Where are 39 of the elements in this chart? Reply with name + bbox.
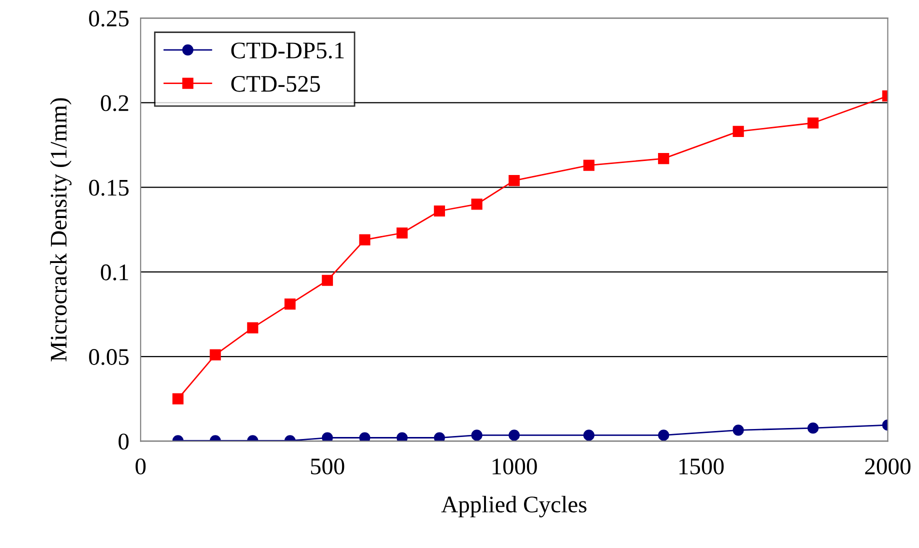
- point: [732, 424, 744, 436]
- point: [583, 430, 594, 441]
- point: [508, 174, 520, 186]
- point: [434, 205, 446, 217]
- point: [508, 430, 520, 441]
- point: [172, 393, 184, 404]
- y-tick-label: 0.1: [100, 264, 128, 280]
- x-tick-label: 1000: [492, 458, 537, 474]
- y-tick-label: 0: [118, 434, 129, 450]
- point: [471, 430, 482, 441]
- point: [322, 274, 333, 286]
- y-tick-label: 0.2: [100, 95, 128, 112]
- legend-label: CTD-DP5.1: [231, 42, 344, 59]
- point: [732, 126, 744, 138]
- point: [359, 234, 370, 246]
- point: [583, 160, 594, 171]
- y-tick-label: 0.05: [89, 349, 129, 366]
- point: [471, 198, 482, 210]
- point: [396, 432, 408, 442]
- x-tick-label: 500: [311, 458, 344, 474]
- point: [807, 117, 819, 129]
- y-tick-label: 0.25: [89, 10, 129, 27]
- point: [396, 227, 408, 239]
- point: [434, 432, 446, 442]
- x-tick-label: 2000: [865, 458, 910, 474]
- y-tick-label: 0.15: [89, 180, 129, 196]
- point: [210, 349, 221, 360]
- point: [284, 298, 296, 310]
- point: [322, 432, 333, 442]
- point: [658, 152, 670, 164]
- point: [247, 322, 258, 334]
- y-axis-title: Microcrack Density (1/mm): [50, 98, 72, 362]
- point: [658, 430, 670, 441]
- legend-label: CTD-525: [231, 76, 320, 92]
- point: [359, 432, 370, 442]
- x-tick-label: 1500: [679, 458, 724, 474]
- point: [807, 422, 819, 434]
- x-axis-title: Applied Cycles: [441, 496, 586, 518]
- x-tick-label: 0: [136, 458, 146, 474]
